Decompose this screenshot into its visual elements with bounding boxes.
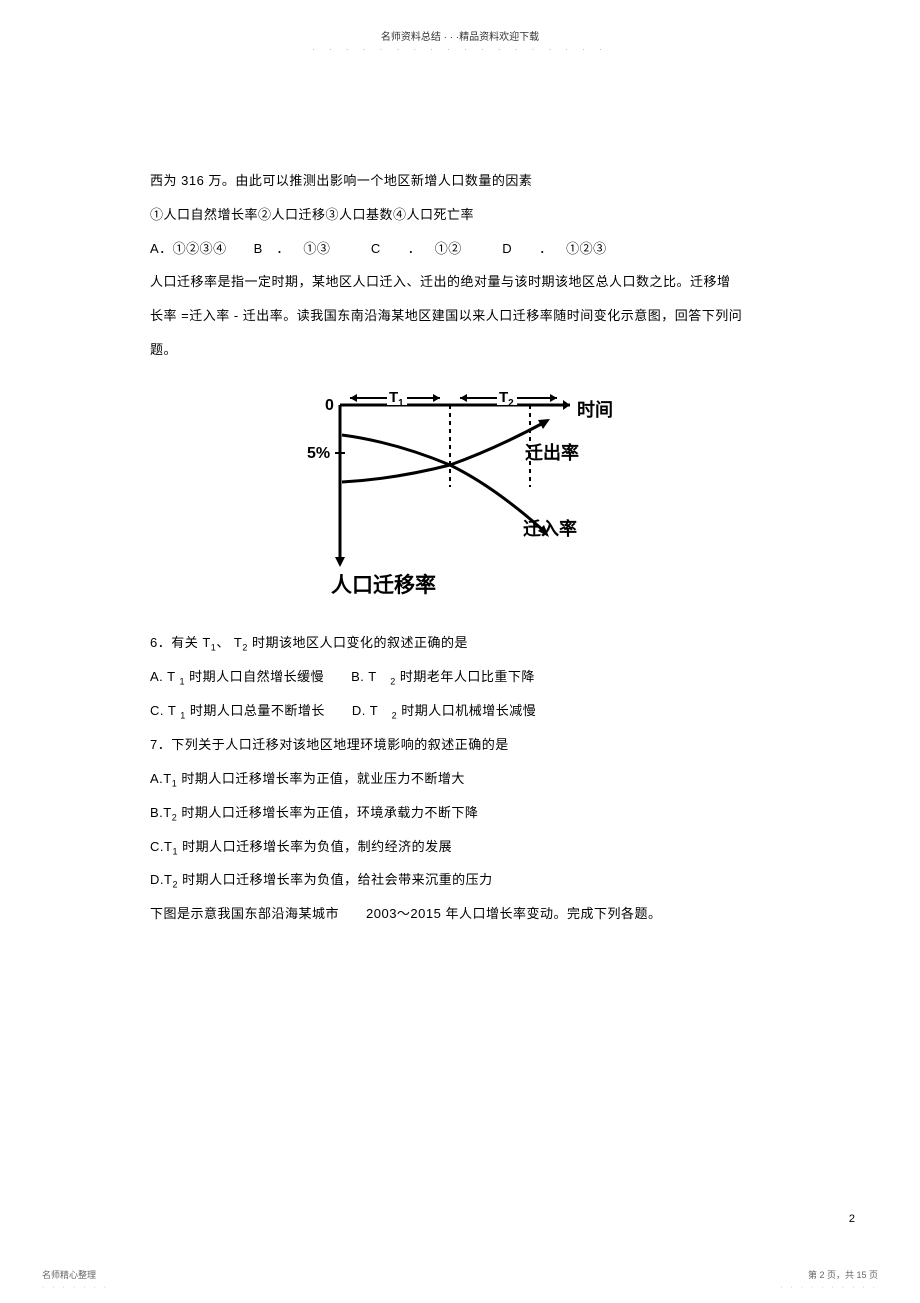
q6-stem-end: 时期该地区人口变化的叙述正确的是 [248,635,468,650]
q7-b-txt: 时期人口迁移增长率为正值，环境承载力不断下降 [177,805,478,820]
q7-option-a: A.T1 时期人口迁移增长率为正值，就业压力不断增大 [150,762,770,796]
q7-d-pre: D.T [150,872,172,887]
q6-c-txt: 时期人口总量不断增长 D. T [186,703,392,718]
footer-left: 名师精心整理 [42,1268,96,1281]
q7-b-pre: B.T [150,805,172,820]
t2-span-left [460,394,467,402]
header-title: 名师资料总结 · · ·精品资料欢迎下载 [381,32,539,43]
paragraph-line-2: ①人口自然增长率②人口迁移③人口基数④人口死亡率 [150,198,770,232]
t2-span-right [550,394,557,402]
paragraph-line-4: 长率 =迁入率 - 迁出率。读我国东南沿海某地区建国以来人口迁移率随时间变化示意… [150,299,770,333]
out-rate-curve [342,435,545,532]
chart-zero: 0 [325,397,334,414]
header-dots: · · · · · · · · · · · · · · · · · · [0,45,920,54]
q6-stem: 6．有关 T1、 T2 时期该地区人口变化的叙述正确的是 [150,626,770,660]
page-number: 2 [849,1213,855,1225]
in-rate-label: 迁入率 [523,518,577,539]
main-content: 西为 316 万。由此可以推测出影响一个地区新增人口数量的因素 ①人口自然增长率… [0,54,920,931]
five-percent-label: 5% [307,445,330,462]
q6-option-ab: A. T 1 时期人口自然增长缓慢 B. T 2 时期老年人口比重下降 [150,660,770,694]
t1-span-left [350,394,357,402]
chart-svg: 0 T1 T2 时间 5% [295,387,625,607]
t1-span-right [433,394,440,402]
q7-d-txt: 时期人口迁移增长率为负值，给社会带来沉重的压力 [178,872,493,887]
paragraph-line-3: 人口迁移率是指一定时期，某地区人口迁入、迁出的绝对量与该时期该地区总人口数之比。… [150,265,770,299]
q6-c-pre: C. T [150,703,180,718]
page-header: 名师资料总结 · · ·精品资料欢迎下载 [0,0,920,43]
q6-stem-mid: 、 T [216,635,242,650]
q6-option-cd: C. T 1 时期人口总量不断增长 D. T 2 时期人口机械增长减慢 [150,694,770,728]
chart-bottom-label: 人口迁移率 [331,573,436,597]
in-rate-curve [342,422,545,482]
footer-right: 第 2 页，共 15 页 [808,1268,878,1281]
footer-left-dots: · · · · · · · [42,1284,109,1291]
migration-chart: 0 T1 T2 时间 5% [150,387,770,612]
q6-a-txt: 时期人口自然增长缓慢 B. T [185,669,390,684]
chart-svg-wrapper: 0 T1 T2 时间 5% [295,387,625,612]
q7-a-txt: 时期人口迁移增长率为正值，就业压力不断增大 [177,771,465,786]
q5-options: A．①②③④ B ． ①③ C ． ①② D ． ①②③ [150,232,770,266]
q7-option-d: D.T2 时期人口迁移增长率为负值，给社会带来沉重的压力 [150,863,770,897]
q7-option-c: C.T1 时期人口迁移增长率为负值，制约经济的发展 [150,830,770,864]
q7-c-pre: C.T [150,839,172,854]
q7-c-txt: 时期人口迁移增长率为负值，制约经济的发展 [178,839,452,854]
footer-right-dots: · · · · · · · · · · [780,1284,878,1291]
q7-a-pre: A.T [150,771,172,786]
x-axis-arrow [563,400,570,410]
last-paragraph: 下图是示意我国东部沿海某城市 2003～2015 年人口增长率变动。完成下列各题… [150,897,770,931]
q7-stem: 7．下列关于人口迁移对该地区地理环境影响的叙述正确的是 [150,728,770,762]
q6-a-pre: A. T [150,669,179,684]
q6-b-txt: 时期老年人口比重下降 [396,669,535,684]
out-rate-label: 迁出率 [525,442,579,463]
q7-option-b: B.T2 时期人口迁移增长率为正值，环境承载力不断下降 [150,796,770,830]
time-axis-label: 时间 [577,400,613,420]
paragraph-line-1: 西为 316 万。由此可以推测出影响一个地区新增人口数量的因素 [150,164,770,198]
y-axis-arrow [335,557,345,567]
q6-d-txt: 时期人口机械增长减慢 [397,703,536,718]
paragraph-line-5: 题。 [150,333,770,367]
q6-stem-pre: 6．有关 T [150,635,211,650]
